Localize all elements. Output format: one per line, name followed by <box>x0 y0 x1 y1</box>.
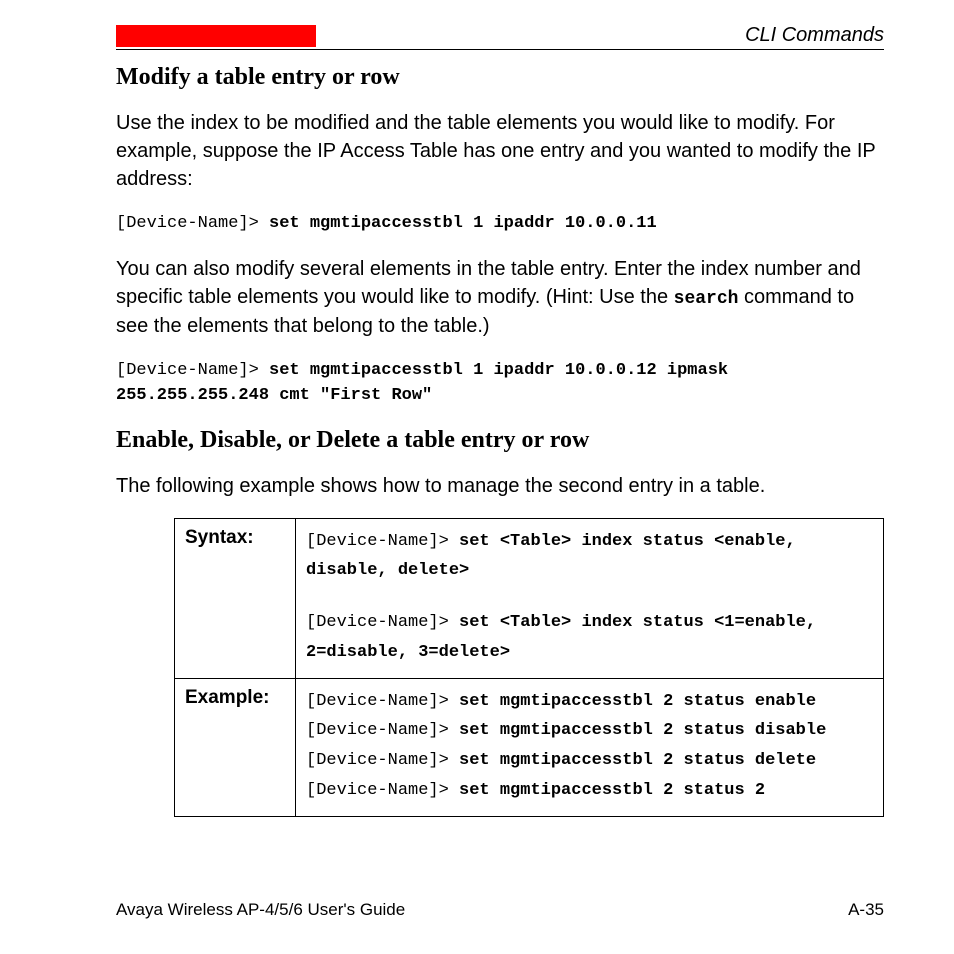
inline-code-search: search <box>674 289 739 309</box>
syntax-example-table: Syntax: [Device-Name]> set <Table> index… <box>174 518 884 817</box>
command: set mgmtipaccesstbl 2 status 2 <box>459 781 765 800</box>
prompt: [Device-Name]> <box>306 751 459 770</box>
header-row: CLI Commands <box>116 24 884 47</box>
command: set <Table> index status <1=enable, <box>459 613 816 632</box>
table-row: Syntax: [Device-Name]> set <Table> index… <box>175 518 884 678</box>
prompt: [Device-Name]> <box>306 692 459 711</box>
command: 255.255.255.248 cmt "First Row" <box>116 386 432 405</box>
command: set mgmtipaccesstbl 2 status enable <box>459 692 816 711</box>
command: set mgmtipaccesstbl 1 ipaddr 10.0.0.12 i… <box>269 361 728 380</box>
header-rule <box>116 49 884 50</box>
page-footer: Avaya Wireless AP-4/5/6 User's Guide A-3… <box>116 900 884 920</box>
example-content: [Device-Name]> set mgmtipaccesstbl 2 sta… <box>296 678 884 816</box>
command: set mgmtipaccesstbl 2 status disable <box>459 721 826 740</box>
footer-page-number: A-35 <box>848 900 884 920</box>
command: set <Table> index status <enable, <box>459 532 796 551</box>
para-modify-hint: You can also modify several elements in … <box>116 255 884 340</box>
command: disable, delete> <box>306 556 873 586</box>
spacer <box>306 586 873 608</box>
syntax-content: [Device-Name]> set <Table> index status … <box>296 518 884 678</box>
prompt: [Device-Name]> <box>306 781 459 800</box>
code-block-1: [Device-Name]> set mgmtipaccesstbl 1 ipa… <box>116 211 884 237</box>
prompt: [Device-Name]> <box>306 613 459 632</box>
header-section-title: CLI Commands <box>745 24 884 47</box>
command: set mgmtipaccesstbl 2 status delete <box>459 751 816 770</box>
prompt: [Device-Name]> <box>306 532 459 551</box>
example-label: Example: <box>175 678 296 816</box>
prompt: [Device-Name]> <box>116 214 269 233</box>
syntax-label: Syntax: <box>175 518 296 678</box>
para-enable-intro: The following example shows how to manag… <box>116 472 884 500</box>
para-modify-intro: Use the index to be modified and the tab… <box>116 109 884 193</box>
command: 2=disable, 3=delete> <box>306 638 873 668</box>
command: set mgmtipaccesstbl 1 ipaddr 10.0.0.11 <box>269 214 657 233</box>
table-row: Example: [Device-Name]> set mgmtipaccess… <box>175 678 884 816</box>
heading-modify: Modify a table entry or row <box>116 64 884 91</box>
page: CLI Commands Modify a table entry or row… <box>0 0 954 954</box>
code-block-2: [Device-Name]> set mgmtipaccesstbl 1 ipa… <box>116 358 884 409</box>
footer-guide-title: Avaya Wireless AP-4/5/6 User's Guide <box>116 900 405 920</box>
prompt: [Device-Name]> <box>116 361 269 380</box>
prompt: [Device-Name]> <box>306 721 459 740</box>
header-red-bar <box>116 25 316 47</box>
heading-enable-disable: Enable, Disable, or Delete a table entry… <box>116 427 884 454</box>
